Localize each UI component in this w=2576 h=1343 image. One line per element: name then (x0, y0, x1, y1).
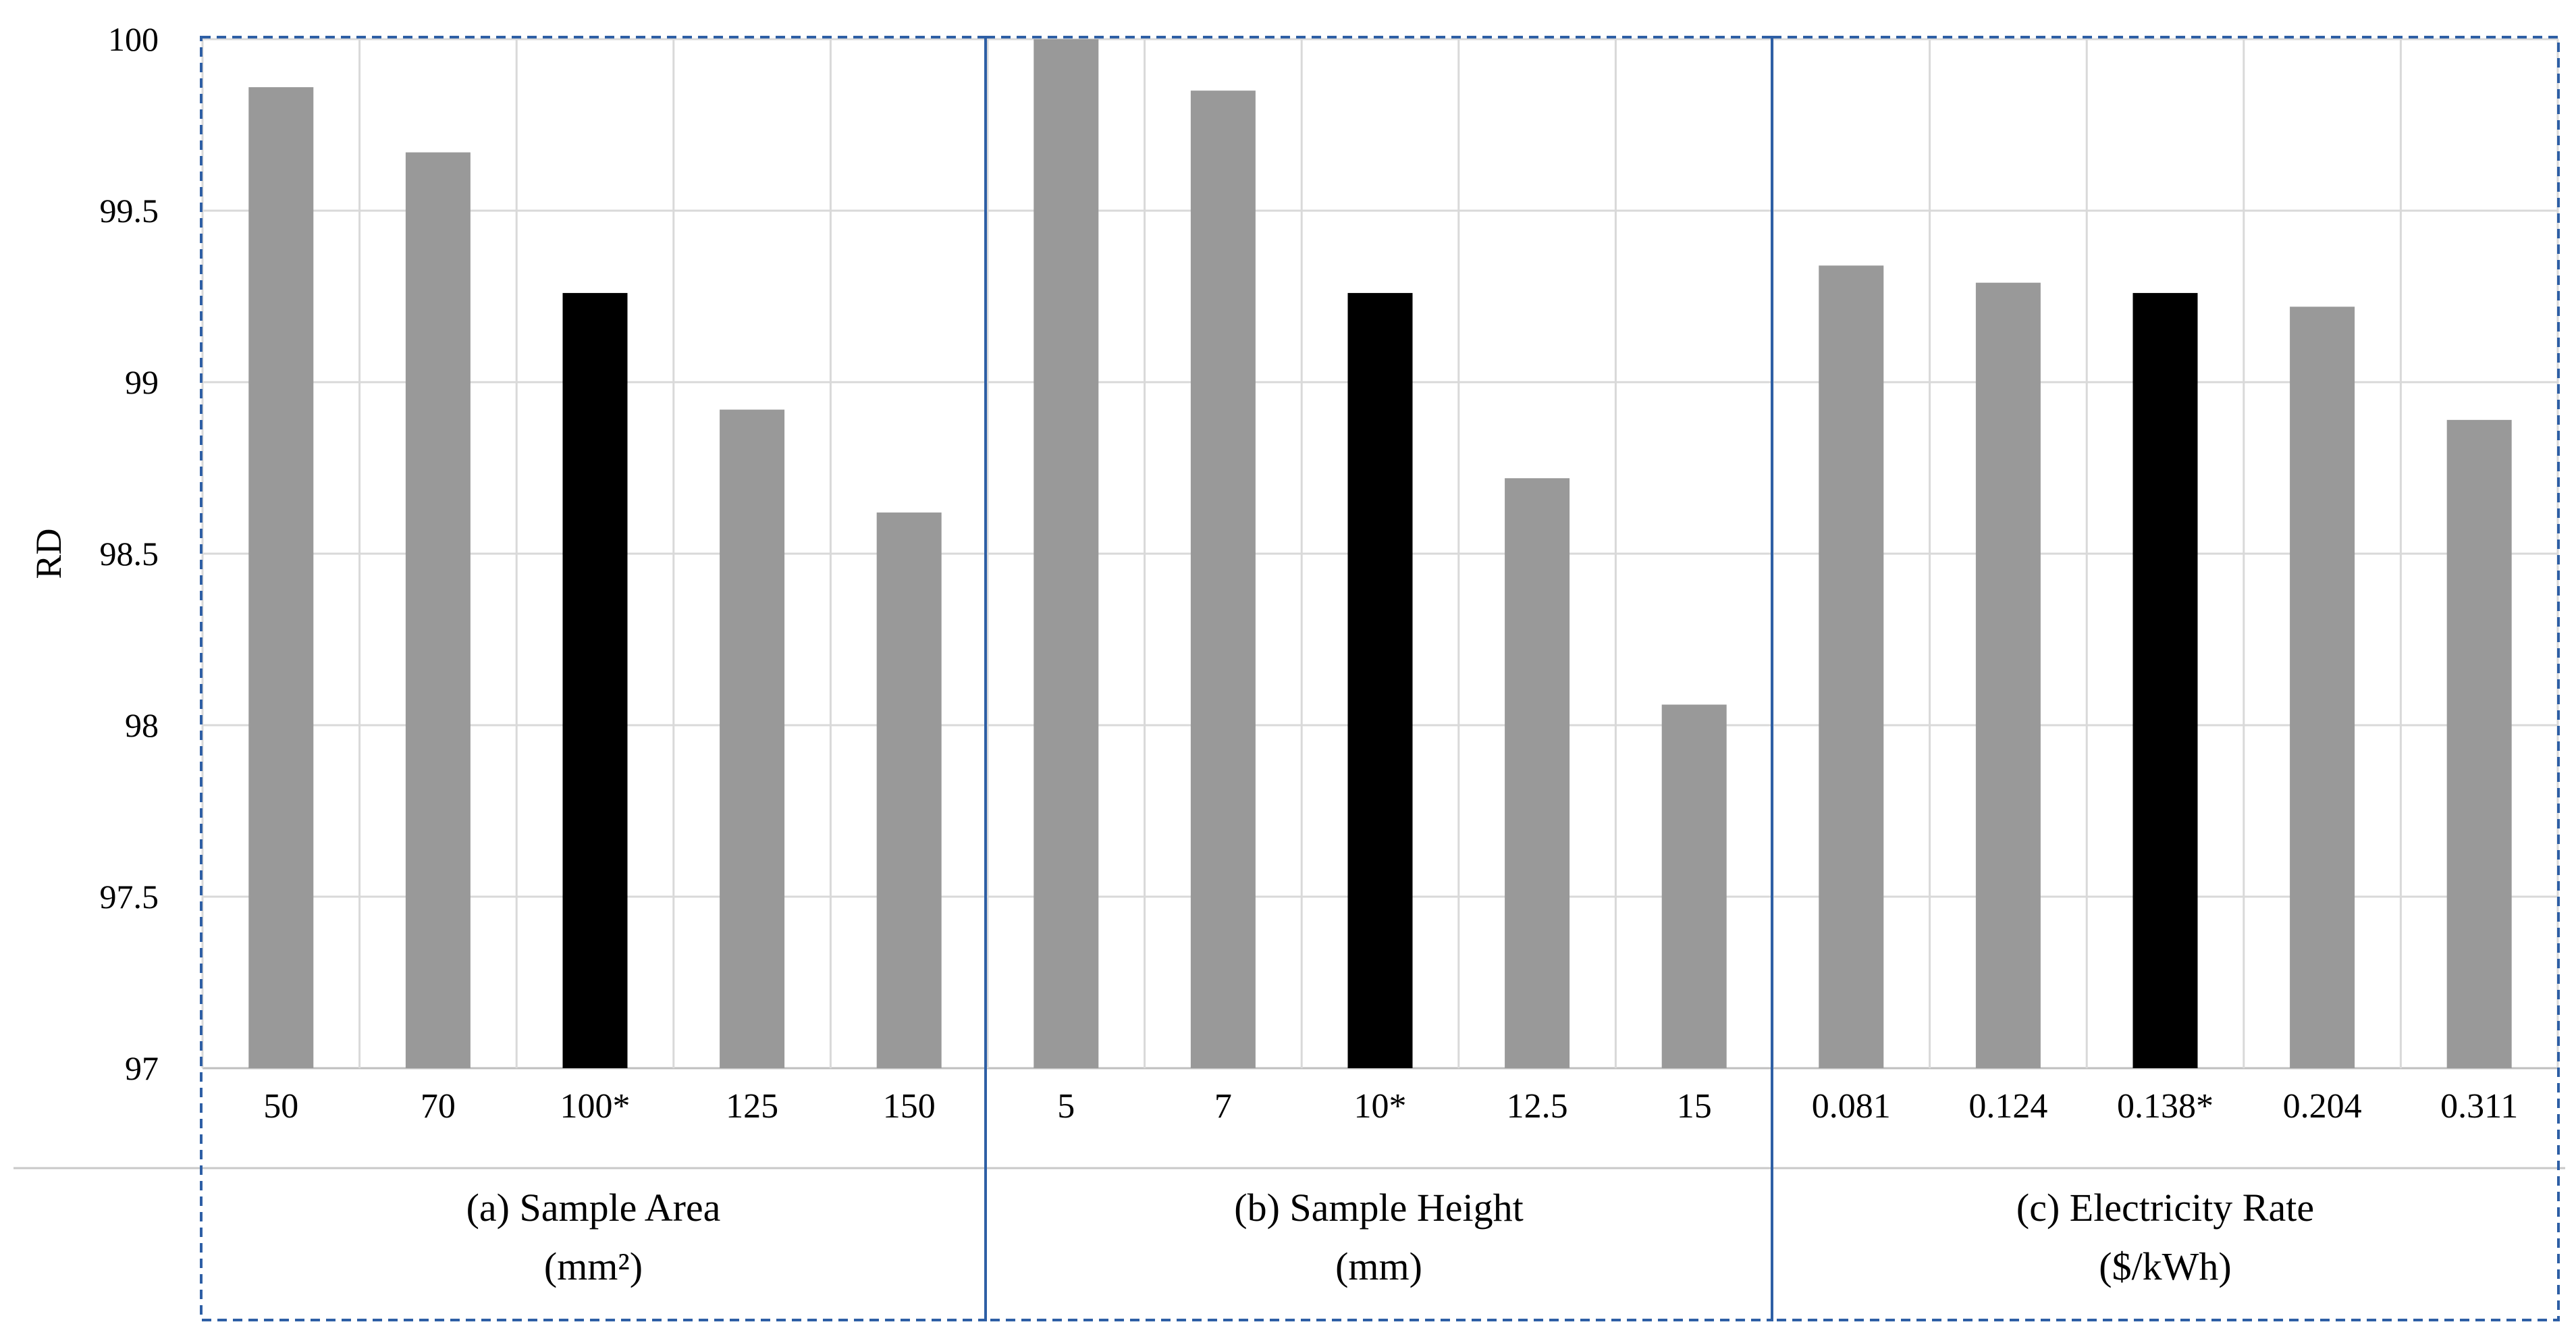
panel-border (1771, 36, 2560, 1321)
bar-1-3 (562, 292, 628, 1068)
y-tick-label: 99 (125, 363, 159, 401)
x-tick-label: 7 (1214, 1087, 1232, 1126)
panel-unit-label: (mm²) (544, 1244, 643, 1288)
y-tick-label: 98.5 (100, 535, 159, 573)
x-tick-label: 70 (421, 1087, 456, 1126)
y-tick-label: 97.5 (100, 878, 159, 916)
y-tick-label: 98 (125, 706, 159, 744)
panel-unit-label: ($/kWh) (2099, 1244, 2232, 1288)
panel-border (984, 36, 1773, 1321)
x-tick-label: 150 (883, 1087, 936, 1126)
y-axis-title: RD (28, 528, 69, 579)
bar-3-1 (1819, 265, 1884, 1068)
bar-2-2 (1190, 90, 1256, 1069)
x-tick-label: 0.204 (2283, 1087, 2362, 1126)
y-tick-label: 97 (125, 1049, 159, 1087)
bar-3-3 (2132, 292, 2198, 1068)
bar-1-4 (720, 409, 785, 1068)
label-layer: 97 97.5 98 98.5 99 99.5 100 RD 50 70 100* 125 150 (a)… (28, 20, 2518, 1288)
bar-1-1 (248, 87, 314, 1068)
x-tick-label: 0.311 (2440, 1087, 2518, 1126)
panel-layer (200, 36, 2560, 1321)
x-tick-label: 0.124 (1968, 1087, 2047, 1126)
x-tick-label: 100* (560, 1087, 630, 1126)
x-tick-label: 5 (1057, 1087, 1075, 1126)
bar-2-3 (1347, 292, 1413, 1068)
x-tick-label: 125 (726, 1087, 778, 1126)
panel-border (200, 36, 987, 1321)
y-tick-label: 99.5 (100, 192, 159, 230)
bar-1-2 (405, 152, 471, 1068)
x-tick-label: 50 (263, 1087, 298, 1126)
panel-unit-label: (mm) (1335, 1244, 1422, 1288)
bar-3-4 (2290, 307, 2355, 1068)
x-tick-label: 12.5 (1507, 1087, 1568, 1126)
bar-1-5 (876, 512, 942, 1068)
x-tick-label: 15 (1677, 1087, 1712, 1126)
x-tick-label: 0.138* (2117, 1087, 2213, 1126)
bar-2-5 (1661, 704, 1727, 1068)
x-tick-label: 0.081 (1812, 1087, 1891, 1126)
bar-layer (248, 39, 2512, 1069)
panel-label: (c) Electricity Rate (2016, 1186, 2314, 1230)
bar-3-2 (1975, 282, 2041, 1069)
bar-2-4 (1505, 478, 1570, 1068)
x-tick-label: 10* (1354, 1087, 1407, 1126)
bar-3-5 (2446, 419, 2512, 1068)
panel-label: (a) Sample Area (466, 1186, 721, 1230)
y-tick-label: 100 (108, 20, 159, 58)
bar-2-1 (1034, 39, 1099, 1068)
panel-label: (b) Sample Height (1234, 1186, 1523, 1230)
